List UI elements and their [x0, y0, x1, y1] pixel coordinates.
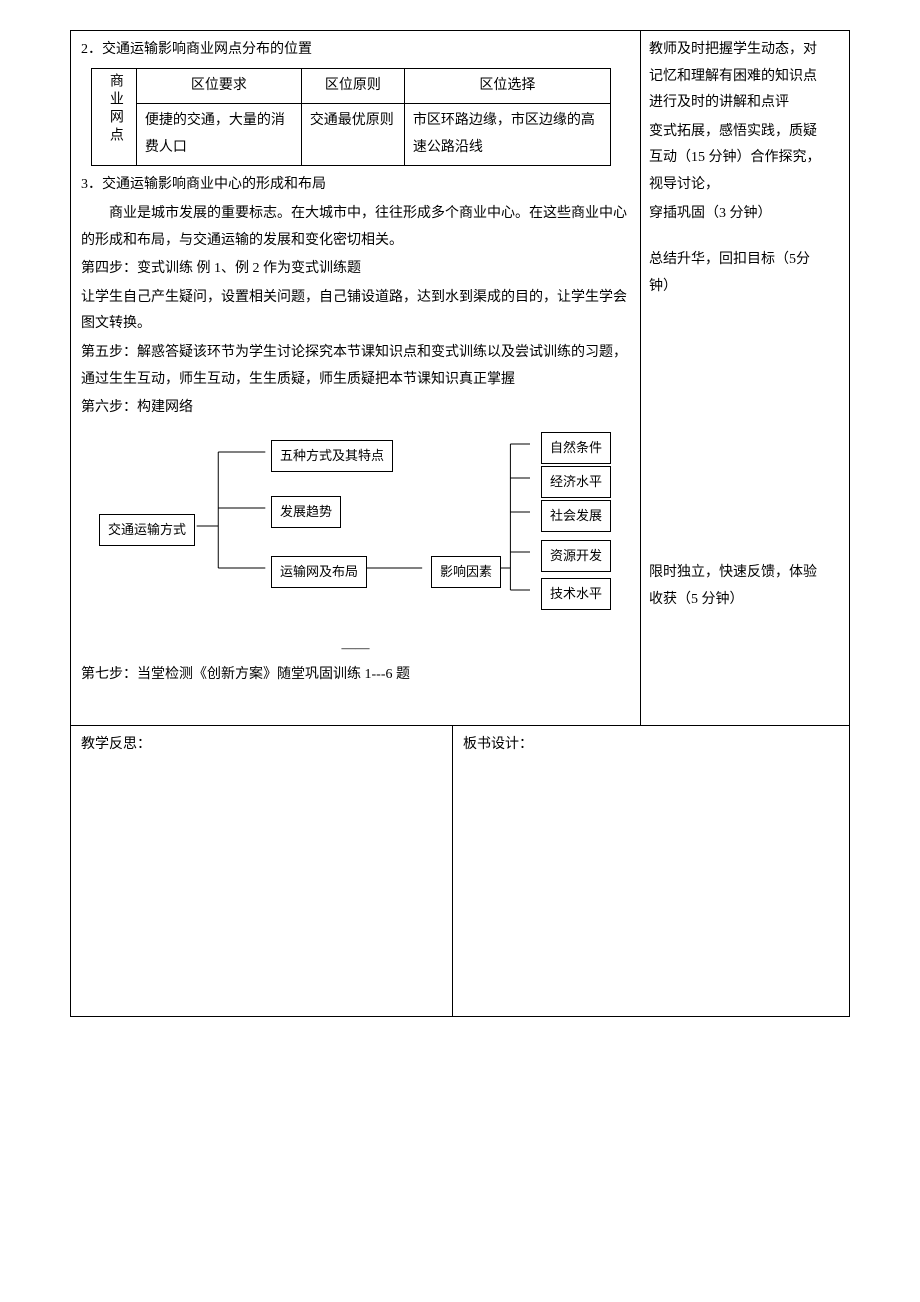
heading-2: 2．交通运输影响商业网点分布的位置 — [81, 37, 630, 64]
side-note: 穿插巩固（3 分钟） — [649, 201, 827, 228]
node-mid: 运输网及布局 — [271, 556, 367, 589]
board-design-cell: 板书设计： — [453, 726, 835, 1016]
concept-diagram: 交通运输方式 五种方式及其特点 发展趋势 运输网及布局 影响因素 自然条件 经济… — [81, 426, 630, 636]
step-4a: 第四步：变式训练 例 1、例 2 作为变式训练题 — [81, 256, 630, 283]
step-7: 第七步：当堂检测《创新方案》随堂巩固训练 1---6 题 — [81, 662, 630, 689]
document-table: 2．交通运输影响商业网点分布的位置 商业网点 区位要求 区位原则 区位选择 便捷… — [70, 30, 850, 1017]
bottom-row: 教学反思： 板书设计： — [71, 726, 849, 1016]
table-cell: 交通最优原则 — [301, 104, 404, 166]
node-factor: 影响因素 — [431, 556, 501, 589]
node-root: 交通运输方式 — [99, 514, 195, 547]
paragraph: 商业是城市发展的重要标志。在大城市中，往往形成多个商业中心。在这些商业中心的形成… — [81, 201, 630, 254]
node-leaf: 经济水平 — [541, 466, 611, 499]
top-row: 2．交通运输影响商业网点分布的位置 商业网点 区位要求 区位原则 区位选择 便捷… — [71, 31, 849, 726]
heading-3: 3．交通运输影响商业中心的形成和布局 — [81, 172, 630, 199]
side-note: 总结升华，回扣目标（5分钟） — [649, 247, 827, 300]
col-header: 区位要求 — [136, 68, 301, 104]
side-notes: 教师及时把握学生动态，对记忆和理解有困难的知识点进行及时的讲解和点评 变式拓展，… — [641, 31, 835, 725]
col-header: 区位原则 — [301, 68, 404, 104]
main-content: 2．交通运输影响商业网点分布的位置 商业网点 区位要求 区位原则 区位选择 便捷… — [71, 31, 641, 725]
step-4b: 让学生自己产生疑问，设置相关问题，自己铺设道路，达到水到渠成的目的，让学生学会图… — [81, 285, 630, 338]
node-leaf: 社会发展 — [541, 500, 611, 533]
side-note: 限时独立，快速反馈，体验收获（5 分钟） — [649, 560, 827, 613]
node-mid: 五种方式及其特点 — [271, 440, 393, 473]
reflection-label: 教学反思： — [81, 737, 151, 752]
col-header: 区位选择 — [404, 68, 610, 104]
divider-dash: —— — [81, 636, 630, 663]
step-5: 第五步：解惑答疑该环节为学生讨论探究本节课知识点和变式训练以及尝试训练的习题，通… — [81, 340, 630, 393]
location-table: 商业网点 区位要求 区位原则 区位选择 便捷的交通，大量的消费人口 交通最优原则… — [91, 68, 611, 167]
side-note: 教师及时把握学生动态，对记忆和理解有困难的知识点进行及时的讲解和点评 — [649, 37, 827, 117]
node-leaf: 自然条件 — [541, 432, 611, 465]
side-note: 变式拓展，感悟实践，质疑互动（15 分钟）合作探究，视导讨论， — [649, 119, 827, 199]
node-leaf: 技术水平 — [541, 578, 611, 611]
node-leaf: 资源开发 — [541, 540, 611, 573]
step-6-label: 第六步：构建网络 — [81, 395, 630, 422]
row-header: 商业网点 — [92, 68, 137, 166]
table-cell: 便捷的交通，大量的消费人口 — [136, 104, 301, 166]
board-design-label: 板书设计： — [463, 737, 533, 752]
reflection-cell: 教学反思： — [71, 726, 453, 1016]
node-mid: 发展趋势 — [271, 496, 341, 529]
table-cell: 市区环路边缘，市区边缘的高速公路沿线 — [404, 104, 610, 166]
